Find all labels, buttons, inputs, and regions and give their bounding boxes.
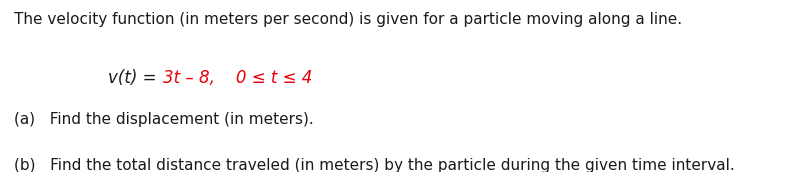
Text: (a)   Find the displacement (in meters).: (a) Find the displacement (in meters). [14,112,314,127]
Text: (b)   Find the total distance traveled (in meters) by the particle during the gi: (b) Find the total distance traveled (in… [14,158,735,172]
Text: 3t – 8,    0 ≤ t ≤ 4: 3t – 8, 0 ≤ t ≤ 4 [163,69,312,87]
Text: The velocity function (in meters per second) is given for a particle moving alon: The velocity function (in meters per sec… [14,12,682,27]
Text: v(t) =: v(t) = [108,69,162,87]
